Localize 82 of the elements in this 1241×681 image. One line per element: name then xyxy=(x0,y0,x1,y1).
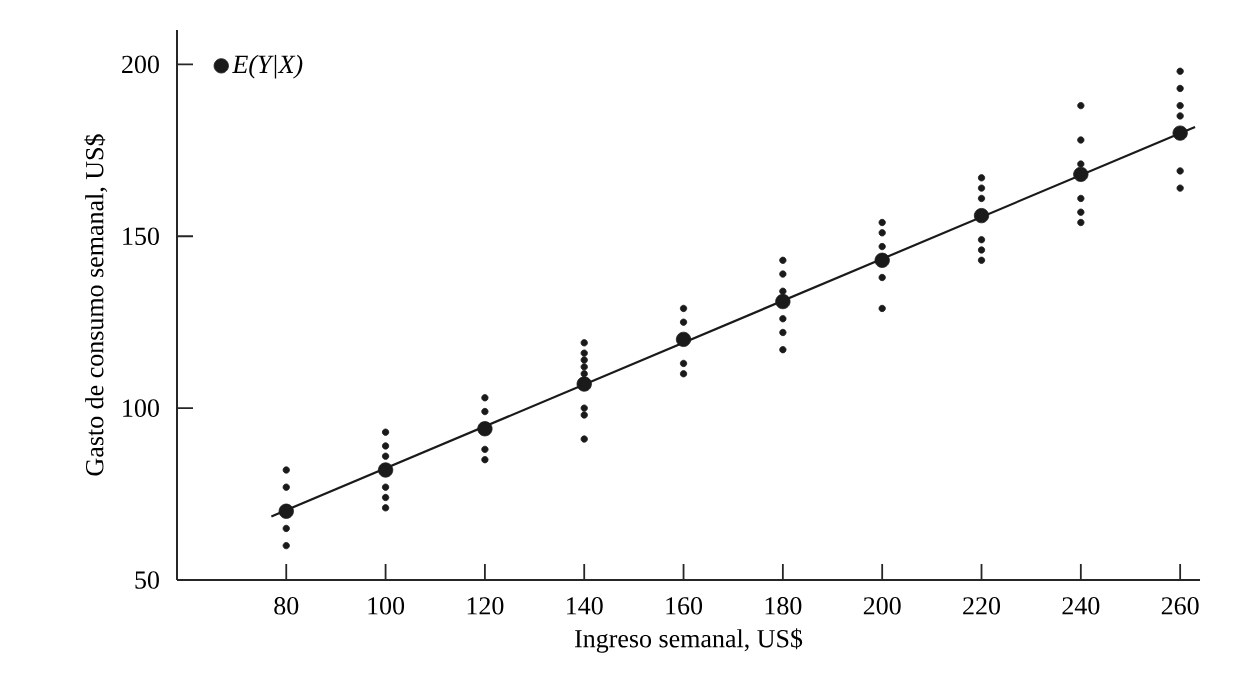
point xyxy=(381,442,390,450)
point xyxy=(1172,125,1188,141)
point xyxy=(381,493,390,502)
y-tick-label: 100 xyxy=(123,399,159,417)
x-tick-label: 220 xyxy=(963,597,1001,615)
y-tick-label: 200 xyxy=(122,55,159,74)
point xyxy=(477,421,493,437)
point xyxy=(1176,84,1184,93)
x-tick-label: 120 xyxy=(467,597,504,615)
point xyxy=(481,445,489,453)
x-tick-label: 100 xyxy=(368,597,405,615)
point xyxy=(775,293,791,310)
point xyxy=(977,184,986,192)
x-tick-label: 80 xyxy=(274,597,299,615)
point xyxy=(1077,102,1085,110)
y-axis-title: Gasto de consumo semanal, US$ xyxy=(84,134,108,476)
point xyxy=(878,229,886,237)
x-tick-label: 160 xyxy=(666,597,703,615)
point xyxy=(381,428,390,436)
point xyxy=(278,503,294,519)
point xyxy=(973,208,990,224)
point xyxy=(580,339,588,347)
point xyxy=(381,504,390,512)
point xyxy=(282,483,290,491)
point xyxy=(580,356,588,364)
point xyxy=(878,273,886,282)
x-tick-label: 240 xyxy=(1062,597,1100,615)
point xyxy=(580,349,588,357)
point xyxy=(679,370,688,378)
point xyxy=(1077,136,1085,144)
point xyxy=(977,174,986,182)
point xyxy=(481,456,489,464)
point xyxy=(1176,112,1184,120)
point xyxy=(679,304,688,313)
point xyxy=(874,252,890,268)
point xyxy=(779,256,787,264)
point xyxy=(779,315,787,323)
point xyxy=(779,287,787,295)
point xyxy=(779,270,787,278)
point xyxy=(282,542,290,550)
point xyxy=(1077,194,1085,203)
point xyxy=(1176,184,1184,192)
point xyxy=(481,407,489,416)
point xyxy=(679,318,688,326)
point xyxy=(977,194,986,203)
point xyxy=(1077,208,1085,216)
point xyxy=(977,236,986,244)
point xyxy=(282,524,290,533)
point xyxy=(779,328,787,337)
point xyxy=(580,363,588,371)
point xyxy=(977,256,986,264)
point xyxy=(1077,160,1085,168)
point xyxy=(481,394,489,402)
point xyxy=(377,462,394,478)
point xyxy=(878,304,886,313)
point xyxy=(679,359,688,368)
x-tick-label: 260 xyxy=(1161,597,1199,615)
point xyxy=(580,404,588,412)
point xyxy=(878,242,886,251)
point xyxy=(1176,167,1184,175)
point xyxy=(282,466,290,474)
point xyxy=(576,376,592,392)
legend-label: E(Y|X) xyxy=(232,54,303,79)
point xyxy=(580,411,588,419)
point xyxy=(779,346,787,354)
point xyxy=(977,246,986,254)
point xyxy=(1073,166,1089,182)
point xyxy=(1176,67,1184,75)
x-tick-label: 200 xyxy=(863,597,901,615)
point xyxy=(580,370,588,378)
point xyxy=(1176,102,1184,110)
y-tick-label: 150 xyxy=(123,227,159,246)
x-axis-title: Ingreso semanal, US$ xyxy=(575,628,803,653)
y-tick-label: 50 xyxy=(135,571,159,589)
point xyxy=(675,331,692,347)
point xyxy=(381,452,390,460)
point xyxy=(381,483,390,491)
point xyxy=(878,218,886,227)
point xyxy=(580,435,588,443)
x-tick-label: 180 xyxy=(765,597,802,615)
point xyxy=(1077,218,1085,227)
x-tick-label: 140 xyxy=(567,597,603,615)
